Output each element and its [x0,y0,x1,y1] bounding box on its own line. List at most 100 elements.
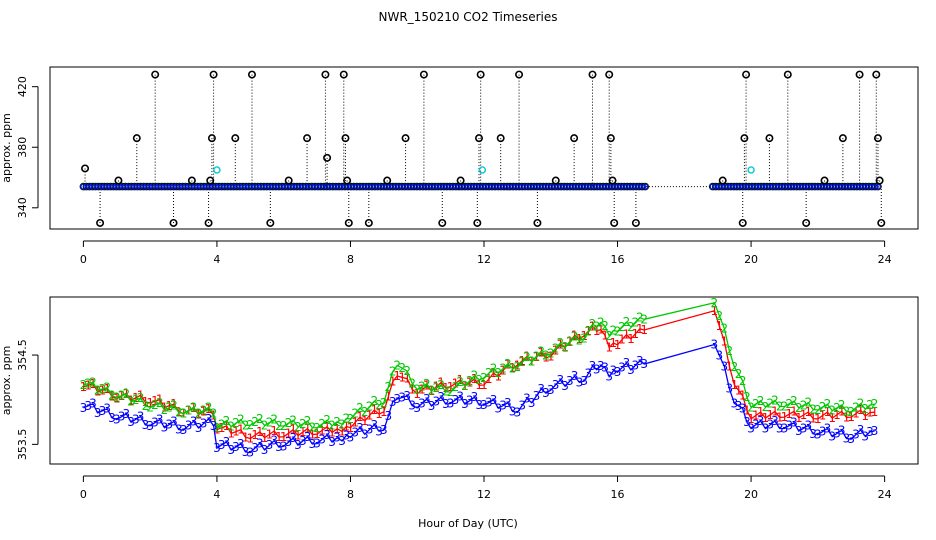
series-2-point: 2 [418,380,426,394]
series-2-point: 2 [89,375,97,389]
series-3-point: 3 [852,428,860,442]
series-1-point: 1 [833,408,841,422]
series-2-point: 2 [398,361,406,375]
series-2-point: 2 [552,341,560,355]
series-3-point: 3 [218,438,226,452]
series-1-point: 1 [389,375,397,389]
series-2-point: 2 [338,417,346,431]
series-2-point: 2 [610,323,618,337]
series-2-point: 2 [270,413,278,427]
series-1-point: 1 [580,329,588,343]
series-3-point: 3 [246,446,254,460]
series-2-point: 2 [716,309,724,323]
series-3-point: 3 [210,419,218,433]
series-3-point: 3 [398,390,406,404]
series-3-point: 3 [547,383,555,397]
series-3-point: 3 [275,440,283,454]
series-3-point: 3 [494,401,502,415]
series-2-point: 2 [499,362,507,376]
series-2-point: 2 [347,412,355,426]
series-3-point: 3 [122,407,130,421]
series-3-point: 3 [380,423,388,437]
series-3-point: 3 [151,416,159,430]
series-3-point: 3 [843,432,851,446]
outlier-marker [855,70,864,79]
y-tick-label: 340 [16,197,29,218]
series-3-point: 3 [280,439,288,453]
series-1-point: 1 [593,324,601,338]
x-tick-label: 12 [477,253,491,266]
series-2-point: 2 [261,419,269,433]
series-1-point: 1 [452,376,460,390]
series-1-point: 1 [614,338,622,352]
series-1-point: 1 [423,379,431,393]
series-1-point: 1 [370,403,378,417]
series-3-point: 3 [442,397,450,411]
series-2-point: 2 [237,413,245,427]
series-1-point: 1 [127,393,135,407]
series-1-point: 1 [640,323,648,337]
series-2-point: 2 [251,415,259,429]
series-1-point: 1 [205,402,213,416]
series-1-point: 1 [351,415,359,429]
series-1-point: 1 [627,332,635,346]
plot-frame [49,66,919,230]
series-1-point: 1 [418,383,426,397]
x-tick-label: 16 [611,488,625,501]
cyan-marker [478,166,487,174]
series-1-point: 1 [146,396,154,410]
outlier-marker [606,134,615,143]
series-1-point: 1 [726,359,734,373]
series-2-point: 2 [494,366,502,380]
series-2-point: 2 [632,315,640,329]
series-3-point: 3 [461,397,469,411]
series-2-point: 2 [561,340,569,354]
series-3-point: 3 [99,404,107,418]
outlier-marker [284,176,293,185]
series-1-point: 1 [356,410,364,424]
baseline-marker-black [641,182,650,191]
series-1-point: 1 [256,425,264,439]
cyan-marker [747,166,755,174]
outlier-marker [877,218,886,227]
series-2-point: 2 [542,349,550,363]
series-3-point: 3 [597,359,605,373]
series-3-point: 3 [828,430,836,444]
series-1-point: 1 [838,404,846,418]
series-2-point: 2 [232,416,240,430]
y-tick-label: 354.5 [16,339,29,371]
series-2-point: 2 [571,330,579,344]
series-3-point: 3 [256,436,264,450]
series-2-point: 2 [721,322,729,336]
series-1-point: 1 [518,354,526,368]
series-3-point: 3 [294,438,302,452]
series-1-point: 1 [338,424,346,438]
series-2-point: 2 [528,354,536,368]
series-1-point: 1 [132,391,140,405]
series-2-point: 2 [137,391,145,405]
series-1-point: 1 [857,403,865,417]
series-3-point: 3 [213,441,221,455]
series-3-point: 3 [601,361,609,375]
outlier-marker [364,218,373,227]
series-1-point: 1 [766,408,774,422]
series-1-point: 1 [771,404,779,418]
series-3-point: 3 [593,363,601,377]
series-2-point: 2 [504,357,512,371]
series-3-point: 3 [605,370,613,384]
series-1-point: 1 [537,346,545,360]
series-3-point: 3 [313,437,321,451]
series-1-point: 1 [328,425,336,439]
outlier-marker [206,176,215,185]
series-2-point: 2 [593,319,601,333]
series-2-point: 2 [256,412,264,426]
series-2-point: 2 [589,317,597,331]
series-3-point: 3 [561,379,569,393]
outlier-marker [533,218,542,227]
y-tick-label: 353.5 [16,429,29,461]
outlier-marker [718,176,727,185]
series-2-point: 2 [328,419,336,433]
series-3-line [83,343,875,454]
outlier-marker [207,134,216,143]
